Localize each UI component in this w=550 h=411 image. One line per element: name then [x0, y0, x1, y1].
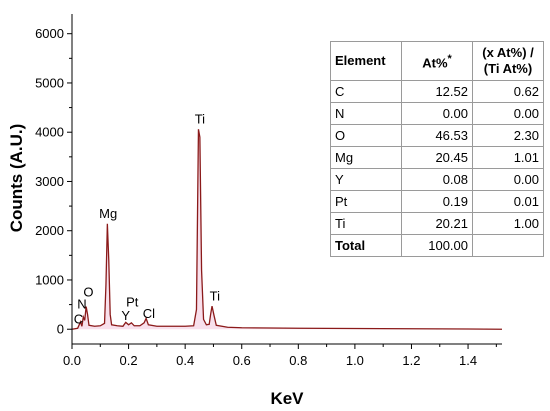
cell-element: Total	[330, 234, 402, 257]
cell-element: Mg	[330, 146, 402, 169]
cell-at: 20.21	[401, 212, 473, 235]
x-tick-label: 0.6	[233, 353, 251, 368]
peak-label-ti: Ti	[210, 289, 220, 304]
peak-label-pt: Pt	[126, 295, 139, 310]
x-tick-label: 1.4	[459, 353, 477, 368]
peak-label-ti: Ti	[195, 111, 205, 126]
cell-ratio: 0.00	[472, 168, 544, 191]
peak-label-o: O	[83, 285, 93, 300]
table-row: O 46.53 2.30	[330, 124, 544, 147]
cell-at: 12.52	[401, 80, 473, 103]
cell-ratio	[472, 234, 544, 257]
x-tick-label: 1.2	[402, 353, 420, 368]
header-ratio: (x At%) / (Ti At%)	[472, 41, 544, 81]
table-row: Pt 0.19 0.01	[330, 190, 544, 213]
x-tick-label: 1.0	[346, 353, 364, 368]
cell-ratio: 2.30	[472, 124, 544, 147]
cell-ratio: 0.01	[472, 190, 544, 213]
y-tick-label: 4000	[35, 125, 64, 140]
y-tick-label: 2000	[35, 223, 64, 238]
table-row: Mg 20.45 1.01	[330, 146, 544, 169]
header-at-label: At%	[422, 55, 448, 71]
y-axis-title: Counts (A.U.)	[7, 124, 26, 233]
table-row: Ti 20.21 1.00	[330, 212, 544, 235]
y-tick-label: 6000	[35, 26, 64, 41]
peak-label-cl: Cl	[143, 306, 155, 321]
table-header-row: Element At%* (x At%) / (Ti At%)	[330, 41, 544, 81]
x-tick-label: 0.0	[63, 353, 81, 368]
cell-at: 100.00	[401, 234, 473, 257]
cell-element: Pt	[330, 190, 402, 213]
cell-ratio: 1.00	[472, 212, 544, 235]
axes: 0.0 0.2 0.4 0.6 0.8 1.0 1.2 1.4 0 1000 2000 3000 400…	[35, 14, 502, 368]
header-at-percent: At%*	[401, 41, 473, 81]
spectrum-line	[71, 129, 503, 330]
cell-at: 0.08	[401, 168, 473, 191]
cell-ratio: 1.01	[472, 146, 544, 169]
cell-element: N	[330, 102, 402, 125]
table-row: Y 0.08 0.00	[330, 168, 544, 191]
composition-table: Element At%* (x At%) / (Ti At%) C 12.52 0.6…	[330, 41, 544, 257]
cell-element: O	[330, 124, 402, 147]
peak-label-c: C	[74, 311, 83, 326]
cell-at: 46.53	[401, 124, 473, 147]
cell-ratio: 0.62	[472, 80, 544, 103]
cell-at: 20.45	[401, 146, 473, 169]
y-tick-label: 5000	[35, 75, 64, 90]
header-ratio-line1: (x At%) /	[482, 45, 534, 60]
peak-label-y: Y	[121, 308, 130, 323]
x-tick-label: 0.2	[120, 353, 138, 368]
cell-ratio: 0.00	[472, 102, 544, 125]
header-element: Element	[330, 41, 402, 81]
table-row: C 12.52 0.62	[330, 80, 544, 103]
table-row-total: Total 100.00	[330, 234, 544, 257]
peak-label-mg: Mg	[99, 206, 117, 221]
x-tick-label: 0.4	[176, 353, 194, 368]
y-tick-label: 1000	[35, 272, 64, 287]
y-tick-label: 3000	[35, 174, 64, 189]
cell-element: C	[330, 80, 402, 103]
peak-label-n: N	[77, 297, 86, 312]
table-row: N 0.00 0.00	[330, 102, 544, 125]
cell-at: 0.19	[401, 190, 473, 213]
x-tick-label: 0.8	[289, 353, 307, 368]
header-at-star: *	[447, 52, 452, 65]
y-tick-label: 0	[57, 322, 64, 337]
cell-element: Y	[330, 168, 402, 191]
cell-element: Ti	[330, 212, 402, 235]
x-axis-title: KeV	[270, 389, 304, 408]
header-ratio-line2: (Ti At%)	[483, 61, 533, 76]
cell-at: 0.00	[401, 102, 473, 125]
